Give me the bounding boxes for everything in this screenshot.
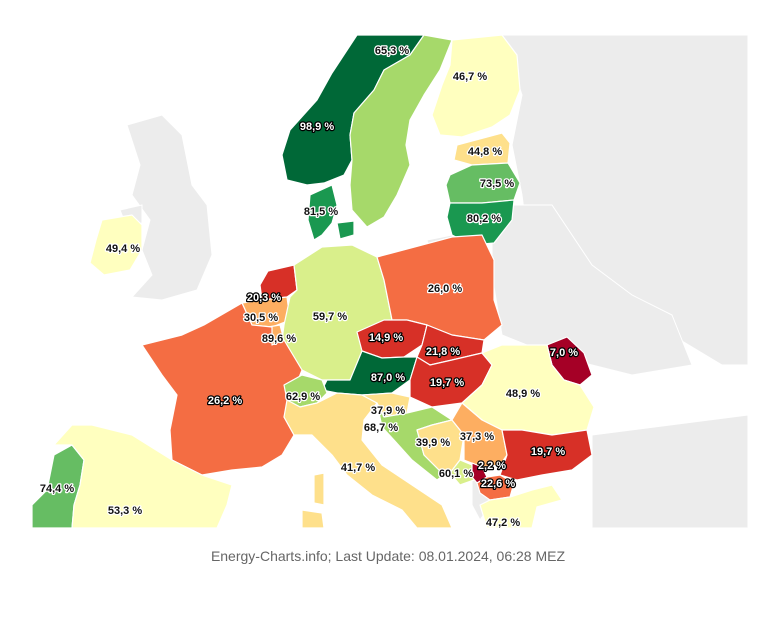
label-kosovo: 2,2 %	[478, 460, 506, 472]
label-belgium: 30,5 %	[244, 312, 278, 324]
label-serbia: 37,3 %	[460, 431, 494, 443]
label-finland: 46,7 %	[453, 71, 487, 83]
country-lithuania[interactable]	[446, 199, 515, 246]
country-denmark[interactable]	[307, 184, 355, 241]
label-norway: 98,9 %	[300, 121, 334, 133]
label-czechia: 14,9 %	[369, 332, 403, 344]
country-sweden[interactable]	[349, 35, 453, 228]
label-luxembourg: 89,6 %	[262, 333, 296, 345]
label-netherlands: 20,3 %	[247, 292, 281, 304]
label-ireland: 49,4 %	[106, 243, 140, 255]
country-ireland[interactable]	[89, 214, 143, 276]
label-latvia: 73,5 %	[480, 178, 514, 190]
country-bulgaria[interactable]	[499, 429, 593, 481]
land-turkey-black-sea	[591, 414, 748, 528]
label-moldova: 7,0 %	[550, 347, 578, 359]
country-greece[interactable]	[479, 484, 563, 528]
label-croatia: 68,7 %	[364, 422, 398, 434]
label-austria: 87,0 %	[371, 372, 405, 384]
label-lithuania: 80,2 %	[467, 213, 501, 225]
label-sweden: 65,3 %	[375, 45, 409, 57]
label-italy: 41,7 %	[341, 462, 375, 474]
europe-renewable-share-map[interactable]: 98,9 % 65,3 % 46,7 % 44,8 % 73,5 % 80,2 …	[32, 35, 748, 528]
label-romania: 48,9 %	[506, 388, 540, 400]
update-credit: Energy-Charts.info; Last Update: 08.01.2…	[210, 548, 566, 564]
label-denmark: 81,5 %	[304, 206, 338, 218]
country-italy[interactable]	[283, 392, 453, 528]
country-spain[interactable]	[53, 424, 233, 528]
value-labels: 98,9 % 65,3 % 46,7 % 44,8 % 73,5 % 80,2 …	[39, 44, 580, 528]
label-portugal: 74,4 %	[40, 483, 74, 495]
label-montenegro: 60,1 %	[439, 468, 473, 480]
map-area[interactable]: 98,9 % 65,3 % 46,7 % 44,8 % 73,5 % 80,2 …	[32, 35, 748, 528]
label-greece: 47,2 %	[486, 517, 520, 528]
label-north-macedonia: 22,6 %	[481, 478, 515, 490]
label-poland: 26,0 %	[428, 283, 462, 295]
label-slovakia: 21,8 %	[426, 346, 460, 358]
country-north-macedonia[interactable]	[476, 474, 515, 501]
label-switzerland: 62,9 %	[286, 391, 320, 403]
countries-layer	[32, 35, 595, 528]
country-finland[interactable]	[431, 35, 521, 138]
label-estonia: 44,8 %	[468, 146, 502, 158]
land-uk	[126, 114, 213, 301]
label-germany: 59,7 %	[313, 311, 347, 323]
label-slovenia: 37,9 %	[371, 405, 405, 417]
label-hungary: 19,7 %	[430, 377, 464, 389]
label-france: 26,2 %	[208, 395, 242, 407]
label-spain: 53,3 %	[108, 505, 142, 517]
country-serbia[interactable]	[451, 402, 508, 468]
label-bulgaria: 19,7 %	[531, 446, 565, 458]
label-bosnia: 39,9 %	[416, 437, 450, 449]
